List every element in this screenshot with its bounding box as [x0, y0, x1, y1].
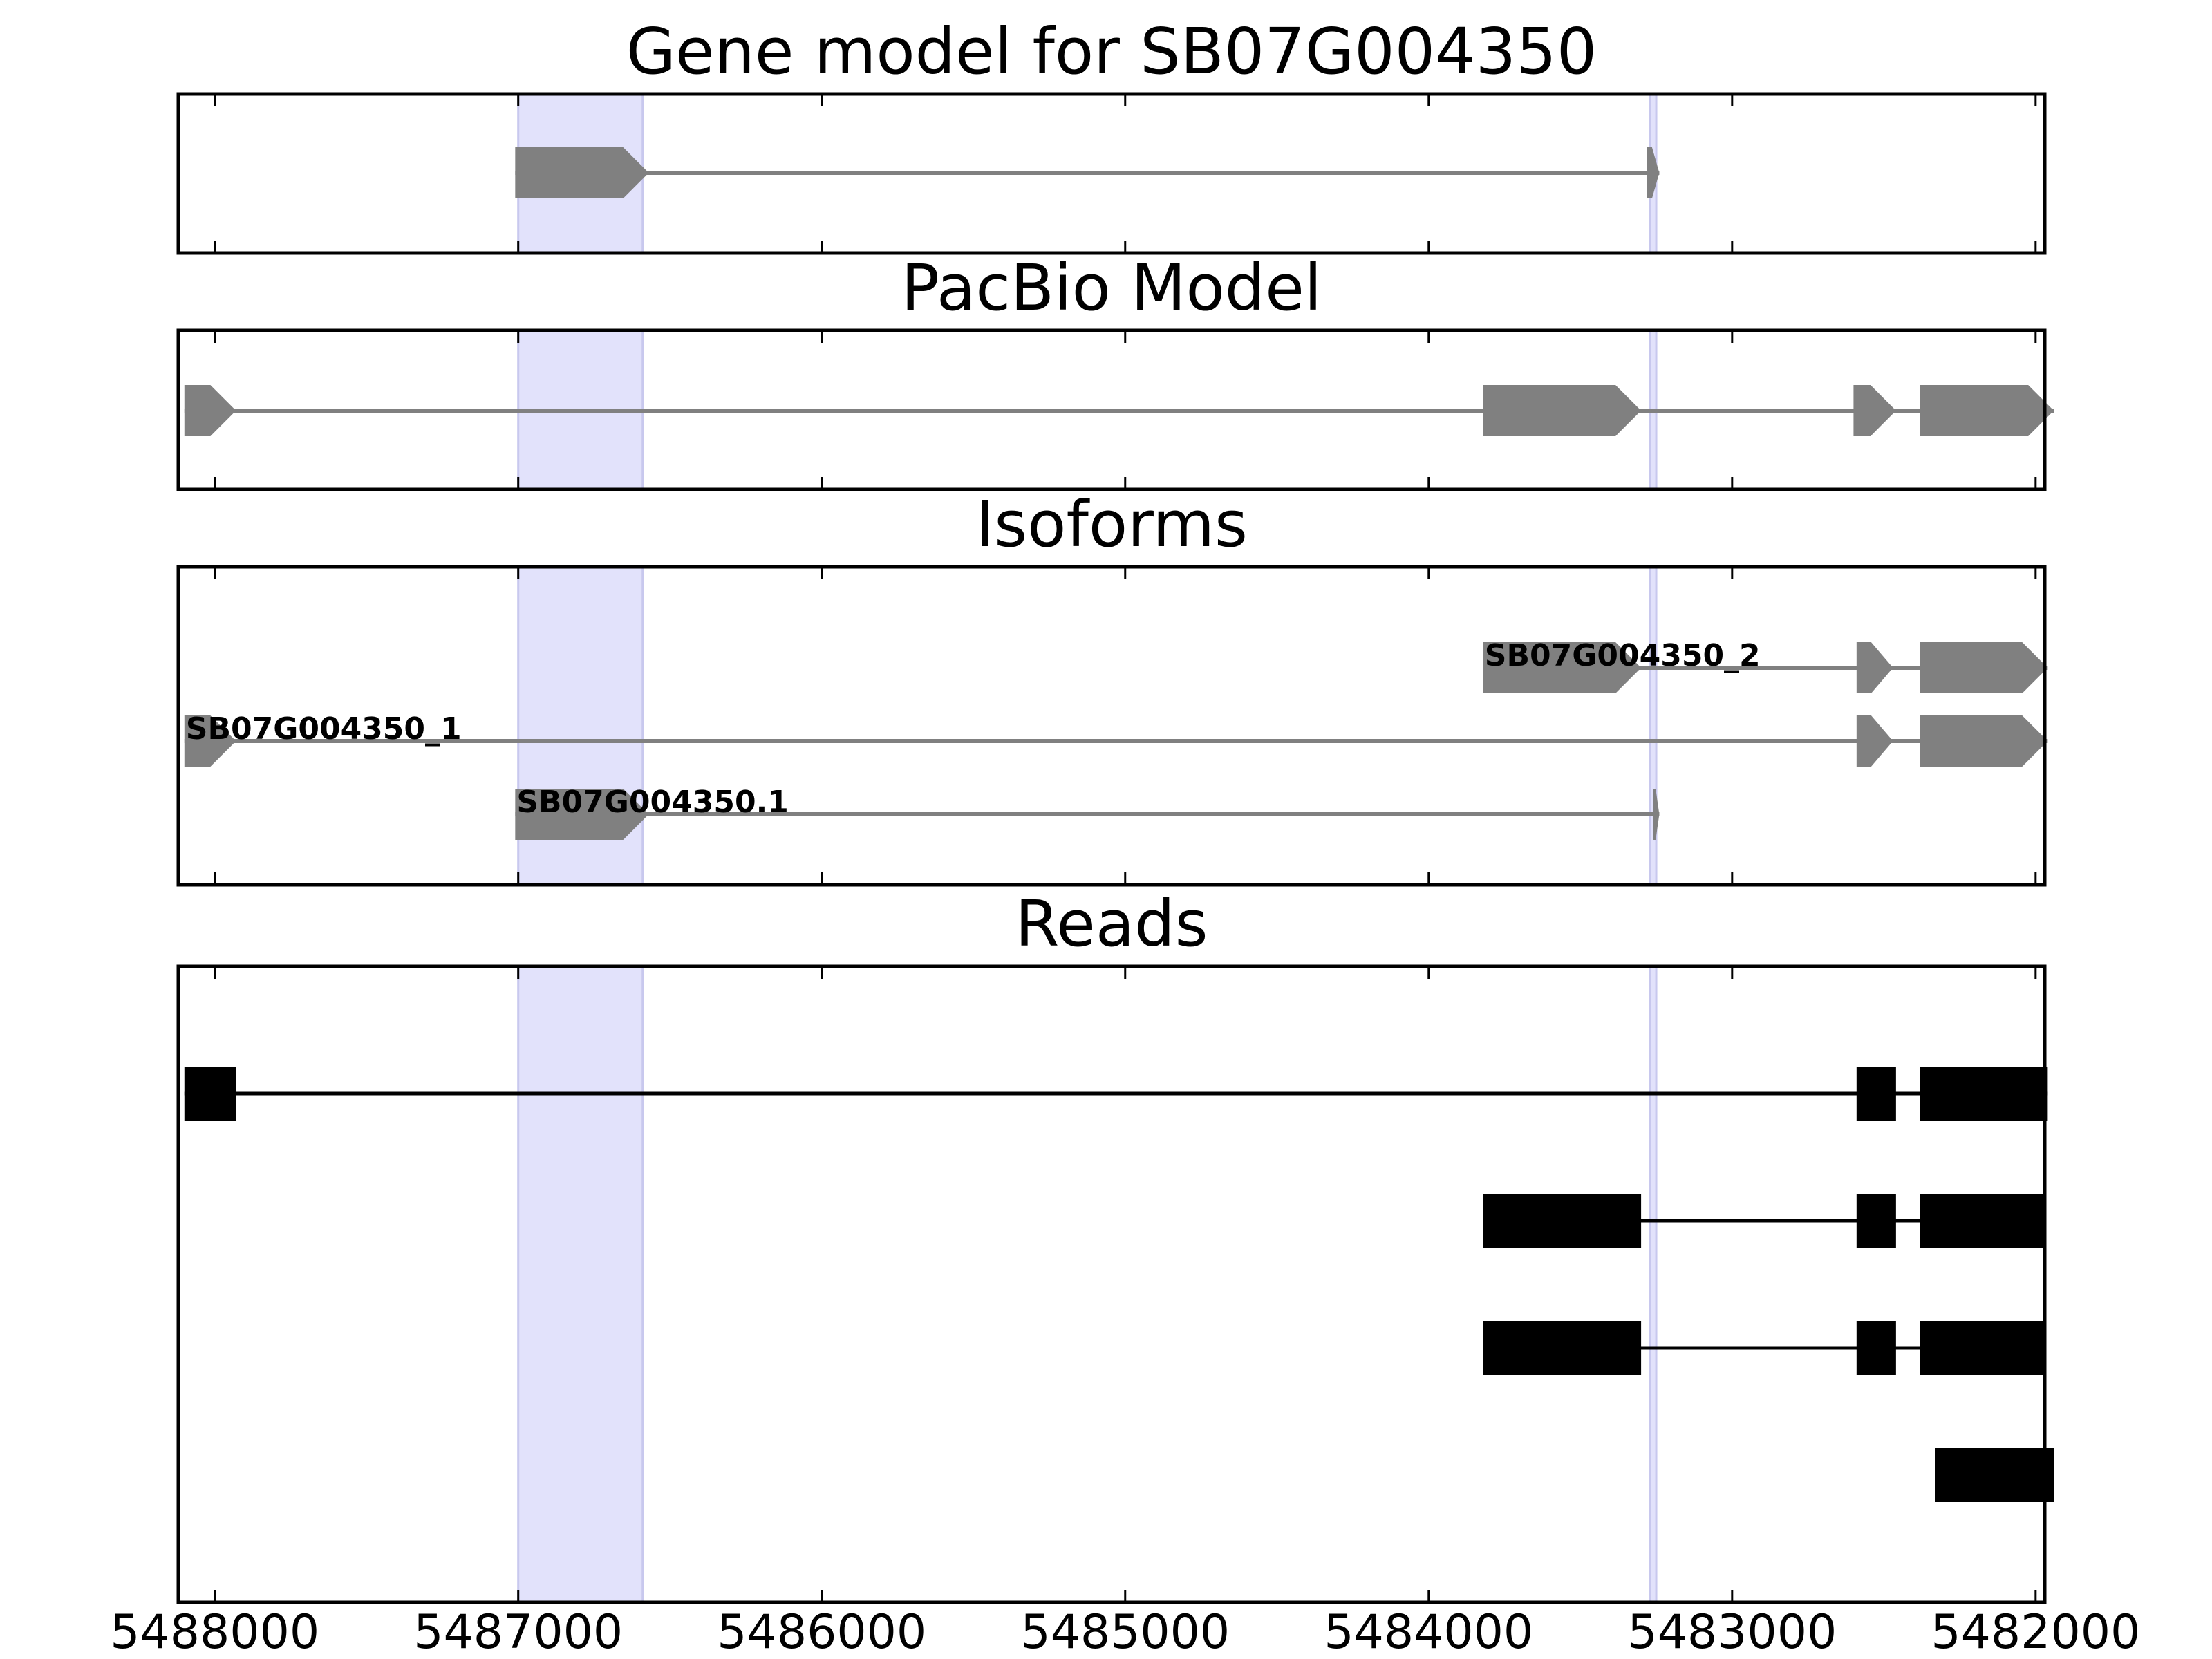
x-tick-label: 5487000: [413, 1605, 623, 1659]
panel-title: PacBio Model: [901, 251, 1322, 325]
panel-frame: [176, 92, 2047, 255]
x-tick-label: 5483000: [1627, 1605, 1837, 1659]
exon-arrow: [184, 715, 236, 767]
exon-arrow: [1653, 789, 1660, 840]
exon-arrow: [1483, 642, 1642, 693]
exon-arrow: [184, 385, 236, 436]
panel-4: Reads: [176, 887, 2054, 1604]
panel-frame: [176, 328, 2047, 491]
isoform-label: SB07G004350_1: [186, 711, 462, 747]
read-block: [1483, 1194, 1642, 1248]
highlight-region: [1649, 965, 1658, 1604]
panel-frame: [176, 964, 2047, 1604]
panel-title: Isoforms: [975, 487, 1248, 561]
isoform-label: SB07G004350_2: [1485, 638, 1761, 673]
read-block: [1935, 1448, 2054, 1502]
exon-arrow: [515, 789, 649, 840]
exon-arrow: [1853, 385, 1896, 436]
exon-arrow: [1920, 385, 2054, 436]
read-block: [1856, 1321, 1896, 1375]
read-block: [1856, 1194, 1896, 1248]
exon-arrow: [515, 147, 649, 198]
x-tick-label: 5486000: [717, 1605, 926, 1659]
panel-title: Reads: [1015, 887, 1208, 961]
exon-arrow: [1856, 642, 1893, 693]
exon-arrow: [1920, 642, 2048, 693]
panel-2: PacBio Model: [176, 251, 2054, 491]
exon-arrow: [1920, 715, 2048, 767]
x-tick-label: 5484000: [1324, 1605, 1533, 1659]
panel-3: Isoforms SB07G004350_2 SB07G004350_1 SB07G0…: [176, 487, 2048, 887]
read-block: [1920, 1321, 2045, 1375]
exon-arrow: [1856, 715, 1893, 767]
read-block: [1856, 1067, 1896, 1121]
read-block: [1920, 1067, 2048, 1121]
exon-arrow: [1483, 385, 1642, 436]
isoform-label: SB07G004350.1: [516, 785, 789, 820]
x-tick-label: 5482000: [1931, 1605, 2140, 1659]
read-block: [184, 1067, 236, 1121]
panel-frame: [176, 565, 2047, 887]
read-block: [1483, 1321, 1642, 1375]
x-tick-label: 5485000: [1020, 1605, 1230, 1659]
read-block: [1920, 1194, 2045, 1248]
panel-1: Gene model for SB07G004350: [176, 15, 2047, 255]
panel-title: Gene model for SB07G004350: [626, 15, 1597, 88]
exon-arrow: [1647, 147, 1660, 198]
x-tick-label: 5488000: [110, 1605, 319, 1659]
highlight-region: [517, 965, 644, 1604]
